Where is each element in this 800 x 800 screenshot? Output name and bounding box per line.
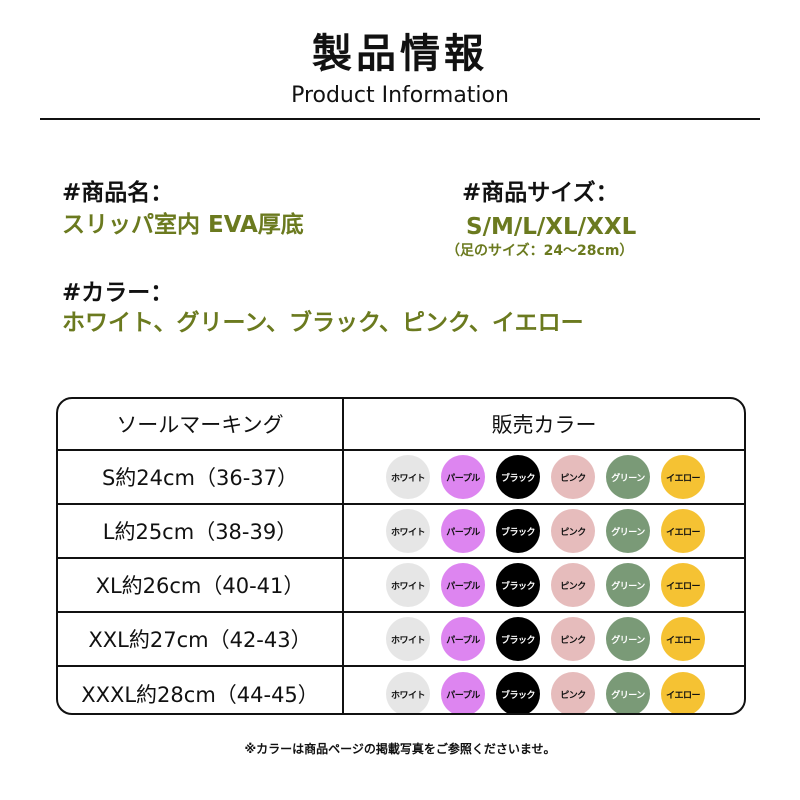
footnote: ※カラーは商品ページの掲載写真をご参照くださいませ。 (244, 742, 556, 756)
product-name-label: #商品名： (62, 180, 174, 206)
color-swatches-cell: ホワイト パープル ブラック ピンク グリーン イエロー (344, 451, 744, 503)
color-swatch: ホワイト (386, 455, 430, 499)
sole-marking-cell: XL約26cm（40-41） (58, 559, 344, 611)
color-swatch: グリーン (606, 563, 650, 607)
color-swatch: グリーン (606, 672, 650, 713)
color-swatch: ブラック (496, 672, 540, 713)
product-size-note: （足のサイズ：24～28cm） (446, 243, 634, 259)
product-size-value: S/M/L/XL/XXL (466, 214, 637, 240)
color-swatch: ピンク (551, 672, 595, 713)
color-swatch: グリーン (606, 455, 650, 499)
color-swatch: ブラック (496, 563, 540, 607)
header-colors: 販売カラー (491, 413, 597, 437)
page-subtitle: Product Information (291, 83, 509, 108)
size-color-table: ソールマーキング 販売カラー S約24cm（36-37） ホワイト パープル ブラック… (56, 397, 746, 715)
product-size-label: #商品サイズ： (462, 180, 619, 206)
product-name-value: スリッパ室内 EVA厚底 (62, 212, 304, 238)
sole-marking-cell: L約25cm（38-39） (58, 505, 344, 557)
color-swatch: ホワイト (386, 617, 430, 661)
color-swatch: パープル (441, 509, 485, 553)
page-title: 製品情報 (312, 31, 488, 77)
table-row: XL約26cm（40-41） ホワイト パープル ブラック ピンク グリーン イエロー (58, 559, 744, 613)
color-swatch: ピンク (551, 563, 595, 607)
table-row: S約24cm（36-37） ホワイト パープル ブラック ピンク グリーン イエロー (58, 451, 744, 505)
color-swatch: イエロー (661, 563, 705, 607)
color-swatch: ホワイト (386, 563, 430, 607)
color-swatch: パープル (441, 563, 485, 607)
color-swatches-cell: ホワイト パープル ブラック ピンク グリーン イエロー (344, 505, 744, 557)
product-color-value: ホワイト、グリーン、ブラック、ピンク、イエロー (62, 310, 584, 336)
color-swatch: グリーン (606, 509, 650, 553)
table-row: L約25cm（38-39） ホワイト パープル ブラック ピンク グリーン イエロー (58, 505, 744, 559)
color-swatch: イエロー (661, 672, 705, 713)
color-swatch: ピンク (551, 617, 595, 661)
color-swatch: ピンク (551, 455, 595, 499)
color-swatch: ブラック (496, 509, 540, 553)
color-swatches-cell: ホワイト パープル ブラック ピンク グリーン イエロー (344, 559, 744, 611)
table-row: XXL約27cm（42-43） ホワイト パープル ブラック ピンク グリーン イエロー (58, 613, 744, 667)
color-swatches-cell: ホワイト パープル ブラック ピンク グリーン イエロー (344, 667, 744, 713)
color-swatch: パープル (441, 455, 485, 499)
color-swatch: イエロー (661, 455, 705, 499)
header-divider (40, 118, 760, 120)
table-row: XXXL約28cm（44-45） ホワイト パープル ブラック ピンク グリーン イエロー (58, 667, 744, 713)
color-swatch: ホワイト (386, 672, 430, 713)
header-sole-marking: ソールマーキング (58, 399, 344, 449)
product-color-label: #カラー： (62, 280, 174, 306)
color-swatch: ピンク (551, 509, 595, 553)
color-swatch: ブラック (496, 617, 540, 661)
color-swatch: ブラック (496, 455, 540, 499)
color-swatch: グリーン (606, 617, 650, 661)
color-swatch: イエロー (661, 509, 705, 553)
color-swatch: イエロー (661, 617, 705, 661)
sole-marking-cell: XXL約27cm（42-43） (58, 613, 344, 665)
table-header: ソールマーキング 販売カラー (58, 399, 744, 451)
color-swatch: パープル (441, 617, 485, 661)
sole-marking-cell: XXXL約28cm（44-45） (58, 667, 344, 713)
color-swatches-cell: ホワイト パープル ブラック ピンク グリーン イエロー (344, 613, 744, 665)
color-swatch: ホワイト (386, 509, 430, 553)
sole-marking-cell: S約24cm（36-37） (58, 451, 344, 503)
color-swatch: パープル (441, 672, 485, 713)
